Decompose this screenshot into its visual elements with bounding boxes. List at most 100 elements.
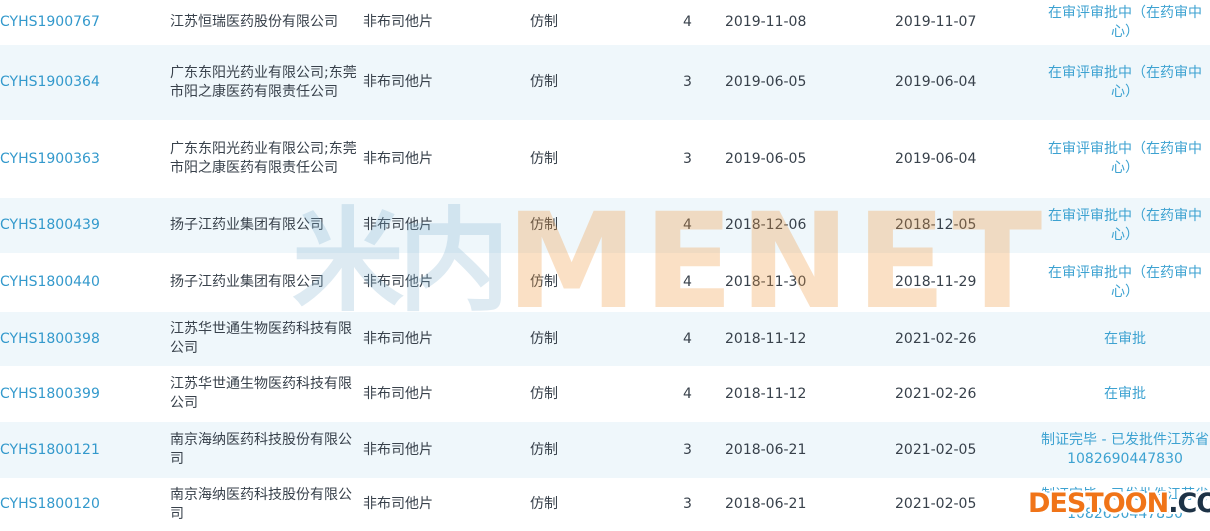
acceptance-date-cell: 2018-06-21 <box>725 441 807 458</box>
table-row: CYHS1800398 江苏华世通生物医药科技有限公司 非布司他片 仿制 4 2… <box>0 312 1210 366</box>
acceptance-number-link[interactable]: CYHS1900767 <box>0 14 100 30</box>
company-name-cell: 扬子江药业集团有限公司 <box>170 217 324 233</box>
acceptance-number-cell: CYHS1800439 <box>0 198 170 253</box>
status-cell: 在审批 <box>1040 366 1210 422</box>
acceptance-number-cell: CYHS1800440 <box>0 253 170 312</box>
application-type-cell: 仿制 <box>530 217 558 233</box>
status-link[interactable]: 在审评审批中（在药审中心） <box>1048 141 1202 176</box>
company-name-cell: 广东东阳光药业有限公司;东莞市阳之康医药有限责任公司 <box>170 141 357 176</box>
drug-name-cell: 非布司他片 <box>363 441 433 458</box>
status-link[interactable]: 在审评审批中（在药审中心） <box>1048 207 1202 243</box>
acceptance-number-link[interactable]: CYHS1800398 <box>0 330 100 347</box>
acceptance-number-link[interactable]: CYHS1800439 <box>0 217 100 233</box>
table-row: CYHS1800120 南京海纳医药科技股份有限公司 非布司他片 仿制 3 20… <box>0 478 1210 531</box>
count-cell: 4 <box>683 330 692 347</box>
table-row: CYHS1800399 江苏华世通生物医药科技有限公司 非布司他片 仿制 4 2… <box>0 366 1210 422</box>
status-link[interactable]: 在审评审批中（在药审中心） <box>1048 4 1202 40</box>
status-cell: 制证完毕 - 已发批件江苏省 1082690447830 <box>1040 422 1210 478</box>
status-link[interactable]: 制证完毕 - 已发批件江苏省 1082690447830 <box>1041 432 1209 467</box>
application-type-cell: 仿制 <box>530 14 558 30</box>
acceptance-date-cell: 2018-06-21 <box>725 496 807 512</box>
company-name-cell: 南京海纳医药科技股份有限公司 <box>170 486 352 522</box>
table-row: CYHS1900363 广东东阳光药业有限公司;东莞市阳之康医药有限责任公司 非… <box>0 120 1210 198</box>
table-row: CYHS1800121 南京海纳医药科技股份有限公司 非布司他片 仿制 3 20… <box>0 422 1210 478</box>
acceptance-number-cell: CYHS1800121 <box>0 422 170 478</box>
acceptance-date-cell: 2019-06-05 <box>725 150 807 167</box>
acceptance-number-cell: CYHS1900767 <box>0 0 170 45</box>
status-link[interactable]: 制证完毕 - 已发批件江苏省 1082690447830 <box>1041 486 1209 522</box>
acceptance-date-cell: 2018-11-30 <box>725 274 807 290</box>
application-type-cell: 仿制 <box>530 274 558 290</box>
drug-name-cell: 非布司他片 <box>363 330 433 347</box>
acceptance-date-cell: 2018-11-12 <box>725 330 807 347</box>
count-cell: 3 <box>683 150 692 167</box>
application-type-cell: 仿制 <box>530 385 558 402</box>
company-name-cell: 扬子江药业集团有限公司 <box>170 274 324 290</box>
table-row: CYHS1900364 广东东阳光药业有限公司;东莞市阳之康医药有限责任公司 非… <box>0 45 1210 120</box>
update-date-cell: 2021-02-26 <box>895 385 977 402</box>
status-cell: 在审评审批中（在药审中心） <box>1040 253 1210 312</box>
acceptance-number-cell: CYHS1900364 <box>0 45 170 120</box>
company-name-cell: 江苏华世通生物医药科技有限公司 <box>170 321 352 356</box>
acceptance-number-cell: CYHS1800120 <box>0 478 170 531</box>
status-cell: 在审评审批中（在药审中心） <box>1040 0 1210 45</box>
table-row: CYHS1800440 扬子江药业集团有限公司 非布司他片 仿制 4 2018-… <box>0 253 1210 312</box>
drug-name-cell: 非布司他片 <box>363 14 433 30</box>
acceptance-number-link[interactable]: CYHS1900363 <box>0 150 100 167</box>
application-type-cell: 仿制 <box>530 74 558 90</box>
table-row: CYHS1900767 江苏恒瑞医药股份有限公司 非布司他片 仿制 4 2019… <box>0 0 1210 45</box>
status-link[interactable]: 在审评审批中（在药审中心） <box>1048 64 1202 100</box>
status-cell: 在审批 <box>1040 312 1210 366</box>
acceptance-number-cell: CYHS1800399 <box>0 366 170 422</box>
acceptance-date-cell: 2019-11-08 <box>725 14 807 30</box>
acceptance-number-link[interactable]: CYHS1800120 <box>0 496 100 512</box>
status-link[interactable]: 在审批 <box>1104 330 1146 347</box>
acceptance-number-link[interactable]: CYHS1800121 <box>0 441 100 458</box>
update-date-cell: 2019-06-04 <box>895 150 977 167</box>
status-cell: 在审评审批中（在药审中心） <box>1040 198 1210 253</box>
status-link[interactable]: 在审评审批中（在药审中心） <box>1048 264 1202 300</box>
status-link[interactable]: 在审批 <box>1104 385 1146 402</box>
company-name-cell: 江苏华世通生物医药科技有限公司 <box>170 376 352 411</box>
status-cell: 在审评审批中（在药审中心） <box>1040 45 1210 120</box>
acceptance-date-cell: 2018-11-12 <box>725 385 807 402</box>
acceptance-number-link[interactable]: CYHS1800440 <box>0 274 100 290</box>
drug-name-cell: 非布司他片 <box>363 385 433 402</box>
acceptance-number-cell: CYHS1900363 <box>0 120 170 198</box>
acceptance-date-cell: 2018-12-06 <box>725 217 807 233</box>
count-cell: 3 <box>683 496 692 512</box>
acceptance-number-link[interactable]: CYHS1900364 <box>0 74 100 90</box>
count-cell: 4 <box>683 274 692 290</box>
table-row: CYHS1800439 扬子江药业集团有限公司 非布司他片 仿制 4 2018-… <box>0 198 1210 253</box>
update-date-cell: 2019-06-04 <box>895 74 977 90</box>
acceptance-number-link[interactable]: CYHS1800399 <box>0 385 100 402</box>
count-cell: 3 <box>683 74 692 90</box>
application-type-cell: 仿制 <box>530 441 558 458</box>
count-cell: 4 <box>683 385 692 402</box>
company-name-cell: 南京海纳医药科技股份有限公司 <box>170 432 352 467</box>
count-cell: 3 <box>683 441 692 458</box>
application-type-cell: 仿制 <box>530 330 558 347</box>
application-type-cell: 仿制 <box>530 496 558 512</box>
drug-name-cell: 非布司他片 <box>363 274 433 290</box>
count-cell: 4 <box>683 14 692 30</box>
drug-name-cell: 非布司他片 <box>363 150 433 167</box>
update-date-cell: 2018-11-29 <box>895 274 977 290</box>
status-cell: 在审评审批中（在药审中心） <box>1040 120 1210 198</box>
update-date-cell: 2019-11-07 <box>895 14 977 30</box>
acceptance-number-cell: CYHS1800398 <box>0 312 170 366</box>
update-date-cell: 2021-02-05 <box>895 496 977 512</box>
application-type-cell: 仿制 <box>530 150 558 167</box>
acceptance-date-cell: 2019-06-05 <box>725 74 807 90</box>
drug-name-cell: 非布司他片 <box>363 496 433 512</box>
company-name-cell: 江苏恒瑞医药股份有限公司 <box>170 14 338 30</box>
update-date-cell: 2021-02-05 <box>895 441 977 458</box>
count-cell: 4 <box>683 217 692 233</box>
update-date-cell: 2018-12-05 <box>895 217 977 233</box>
drug-name-cell: 非布司他片 <box>363 74 433 90</box>
company-name-cell: 广东东阳光药业有限公司;东莞市阳之康医药有限责任公司 <box>170 64 357 100</box>
update-date-cell: 2021-02-26 <box>895 330 977 347</box>
status-cell: 制证完毕 - 已发批件江苏省 1082690447830 <box>1040 478 1210 531</box>
